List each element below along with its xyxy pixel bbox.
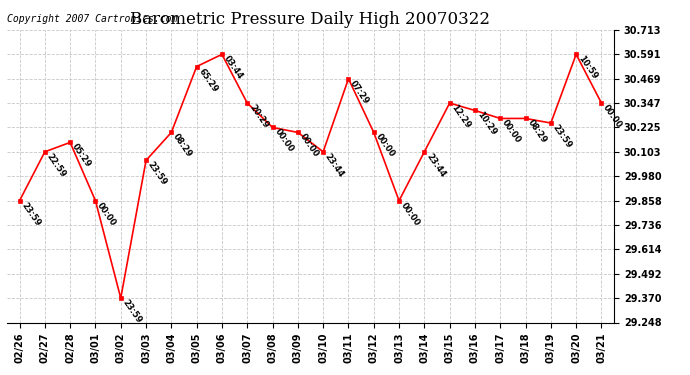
Text: 07:29: 07:29 xyxy=(348,79,371,106)
Text: 03:44: 03:44 xyxy=(222,54,244,81)
Text: 00:00: 00:00 xyxy=(273,128,295,154)
Text: 23:59: 23:59 xyxy=(19,201,42,228)
Text: 20:29: 20:29 xyxy=(247,103,270,130)
Text: 10:29: 10:29 xyxy=(475,111,497,137)
Text: 05:29: 05:29 xyxy=(70,142,92,170)
Text: 00:00: 00:00 xyxy=(374,132,396,159)
Text: 23:59: 23:59 xyxy=(121,298,144,325)
Text: Barometric Pressure Daily High 20070322: Barometric Pressure Daily High 20070322 xyxy=(130,11,491,28)
Text: 10:59: 10:59 xyxy=(576,54,599,81)
Text: 23:44: 23:44 xyxy=(323,152,346,179)
Text: 00:00: 00:00 xyxy=(399,201,422,228)
Text: 08:29: 08:29 xyxy=(526,118,548,146)
Text: 00:00: 00:00 xyxy=(95,201,118,228)
Text: 00:00: 00:00 xyxy=(298,132,320,159)
Text: 00:00: 00:00 xyxy=(500,118,523,145)
Text: 08:29: 08:29 xyxy=(171,132,194,159)
Text: 23:44: 23:44 xyxy=(424,152,447,179)
Text: 23:59: 23:59 xyxy=(146,160,168,188)
Text: 00:00: 00:00 xyxy=(602,103,624,130)
Text: Copyright 2007 Cartronics.com: Copyright 2007 Cartronics.com xyxy=(7,14,177,24)
Text: 23:59: 23:59 xyxy=(551,123,573,150)
Text: 22:59: 22:59 xyxy=(45,152,68,179)
Text: 12:29: 12:29 xyxy=(450,103,473,130)
Text: 65:29: 65:29 xyxy=(197,66,219,94)
